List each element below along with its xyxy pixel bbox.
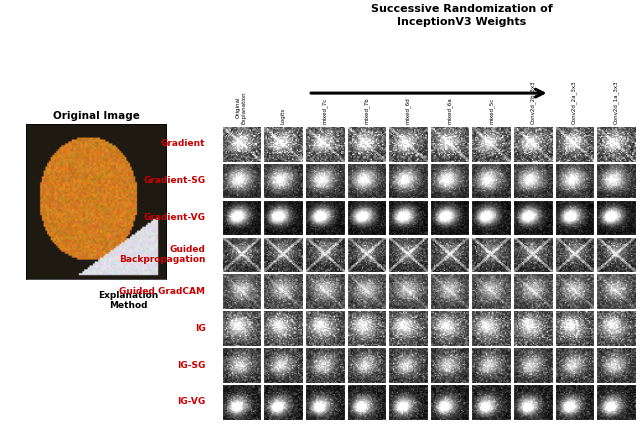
Text: Guided
Backpropagation: Guided Backpropagation xyxy=(119,245,205,264)
Text: mixed_7c: mixed_7c xyxy=(322,97,328,124)
Text: IG-SG: IG-SG xyxy=(177,361,205,369)
Text: Original Image: Original Image xyxy=(52,111,140,121)
Text: Successive Randomization of
InceptionV3 Weights: Successive Randomization of InceptionV3 … xyxy=(371,4,553,27)
Text: Gradient-SG: Gradient-SG xyxy=(143,176,205,185)
Text: IG: IG xyxy=(195,324,205,332)
Text: Guided GradCAM: Guided GradCAM xyxy=(120,287,205,296)
Text: Conv2d_1a_3x3: Conv2d_1a_3x3 xyxy=(613,80,619,124)
Text: Explanation
Method: Explanation Method xyxy=(98,290,158,310)
Text: mixed_6a: mixed_6a xyxy=(447,97,452,124)
Text: mixed_6d: mixed_6d xyxy=(405,97,411,124)
Text: Gradient-VG: Gradient-VG xyxy=(143,213,205,222)
Text: mixed_7b: mixed_7b xyxy=(364,97,369,124)
Text: Conv2d_2b_3x3: Conv2d_2b_3x3 xyxy=(530,80,536,124)
Text: IG-VG: IG-VG xyxy=(177,398,205,406)
Text: Conv2d_2a_3x3: Conv2d_2a_3x3 xyxy=(572,80,577,124)
Text: mixed_5c: mixed_5c xyxy=(488,97,494,124)
Text: Original
Explanation: Original Explanation xyxy=(236,91,247,124)
Text: Logits: Logits xyxy=(281,108,285,124)
Text: Gradient: Gradient xyxy=(161,139,205,148)
